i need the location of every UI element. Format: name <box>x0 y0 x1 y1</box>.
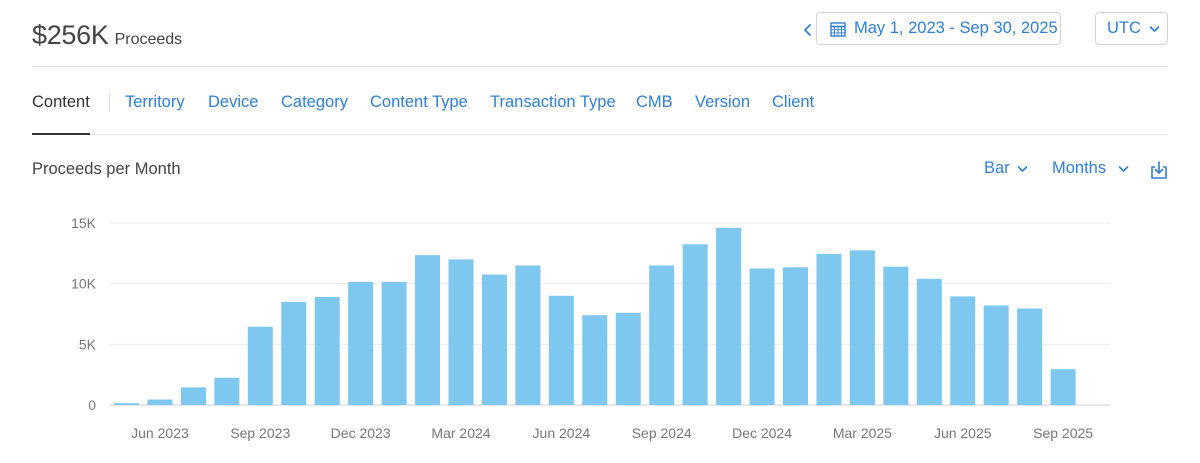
tab-client[interactable]: Client <box>772 93 815 111</box>
bar <box>114 403 139 405</box>
x-tick-label: Dec 2023 <box>331 425 391 441</box>
bar <box>1017 308 1043 405</box>
bar <box>348 281 374 405</box>
date-range-button[interactable]: May 1, 2023 - Sep 30, 2025 <box>816 12 1061 45</box>
bar <box>415 255 441 405</box>
x-tick-label: Jun 2025 <box>934 425 992 441</box>
chart-type-dropdown[interactable]: Bar <box>984 159 1028 178</box>
bar <box>916 278 942 405</box>
x-tick-label: Sep 2023 <box>230 425 290 441</box>
bar <box>281 301 307 405</box>
bar <box>749 268 775 405</box>
bar <box>247 326 273 405</box>
tab-divider <box>109 94 110 112</box>
bar <box>515 265 541 405</box>
header: $256K Proceeds May 1, 2023 - Sep 30, 202… <box>32 0 1168 67</box>
chart-type-label: Bar <box>984 159 1010 177</box>
bar <box>883 266 909 405</box>
dimension-tabs: Content Territory Device Category Conten… <box>32 67 1168 135</box>
bar <box>548 295 574 405</box>
bar <box>180 387 206 405</box>
bar <box>983 305 1009 405</box>
timezone-label: UTC <box>1107 19 1141 37</box>
chevron-down-icon <box>1149 25 1160 32</box>
chevron-down-icon <box>1017 165 1027 172</box>
bar <box>950 296 976 405</box>
tab-category[interactable]: Category <box>281 93 348 111</box>
timezone-dropdown[interactable]: UTC <box>1095 12 1168 45</box>
proceeds-bar-chart: 0 5K 10K 15K Jun 2023 Sep 2023 Dec 2023 Mar 202… <box>71 215 1110 441</box>
x-tick-label: Jun 2024 <box>533 425 591 441</box>
bar <box>783 267 808 405</box>
tab-transaction-type[interactable]: Transaction Type <box>490 93 616 111</box>
proceeds-label: Proceeds <box>114 31 183 48</box>
bar <box>582 315 608 405</box>
bar <box>849 250 875 405</box>
bar <box>381 281 407 405</box>
proceeds-summary: $256K Proceeds <box>32 20 182 51</box>
chart-title: Proceeds per Month <box>32 160 181 178</box>
bar <box>682 244 708 405</box>
x-tick-label: Mar 2024 <box>431 425 490 441</box>
y-tick-label: 10K <box>71 276 97 292</box>
bar <box>481 274 507 405</box>
chevron-left-icon[interactable] <box>800 20 816 40</box>
x-tick-label: Jun 2023 <box>131 425 189 441</box>
bar <box>615 312 641 405</box>
bar <box>448 259 474 405</box>
active-tab-indicator <box>32 133 90 135</box>
y-tick-label: 0 <box>88 397 96 413</box>
tab-content-type[interactable]: Content Type <box>370 93 468 111</box>
x-tick-label: Sep 2024 <box>632 425 692 441</box>
interval-label: Months <box>1052 159 1107 177</box>
x-tick-label: Dec 2024 <box>732 425 792 441</box>
tab-territory[interactable]: Territory <box>125 93 185 111</box>
y-tick-label: 15K <box>71 215 97 231</box>
bar <box>314 297 340 405</box>
chevron-down-icon <box>1118 165 1129 172</box>
y-tick-label: 5K <box>79 336 97 352</box>
proceeds-total: $256K <box>32 20 109 50</box>
bar <box>147 399 173 405</box>
x-tick-label: Sep 2025 <box>1033 425 1093 441</box>
bar <box>716 227 742 405</box>
tab-content[interactable]: Content <box>32 93 90 111</box>
interval-dropdown[interactable]: Months <box>1052 159 1129 178</box>
bar <box>649 265 675 405</box>
tab-version[interactable]: Version <box>695 93 751 111</box>
tab-cmb[interactable]: CMB <box>636 93 673 111</box>
date-range-label: May 1, 2023 - Sep 30, 2025 <box>854 19 1058 37</box>
bar <box>1050 369 1076 405</box>
tab-device[interactable]: Device <box>208 93 259 111</box>
calendar-icon <box>830 21 846 37</box>
bar <box>816 253 842 405</box>
bar <box>214 377 240 405</box>
download-icon[interactable] <box>1150 160 1168 180</box>
x-tick-label: Mar 2025 <box>833 425 892 441</box>
